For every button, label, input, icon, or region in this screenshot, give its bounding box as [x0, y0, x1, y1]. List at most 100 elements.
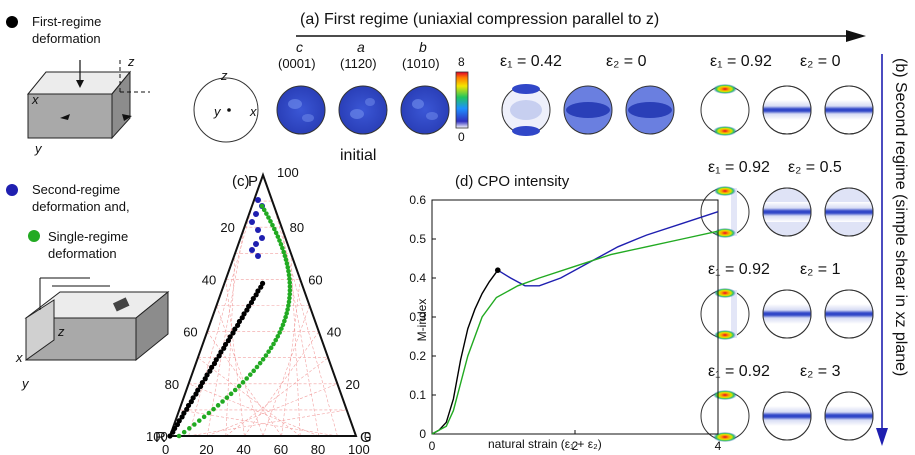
- ternary-point-single: [232, 387, 238, 393]
- ternary-gridline: [244, 331, 320, 437]
- row1-e1: ε₁ = 0.92: [708, 159, 770, 176]
- ternary-point-single: [284, 311, 289, 316]
- ternary-point-single: [244, 376, 250, 381]
- ternary-point-single: [287, 284, 293, 289]
- row3-e1: ε₁ = 0.92: [708, 363, 770, 380]
- ternary-point-single: [283, 314, 288, 320]
- ternary-point-single: [268, 219, 273, 224]
- strain1-e1: ε₁ = 0.42: [500, 53, 562, 70]
- ternary-point-single: [273, 230, 279, 236]
- panel-b: (b) Second regime (simple shear in xz pl…: [700, 54, 909, 446]
- series-line-1: [497, 211, 719, 287]
- chart-marker: [494, 267, 501, 274]
- ternary-point-single: [286, 268, 291, 274]
- ternary-right-tick: 40: [327, 325, 341, 340]
- ternary-point-single: [254, 364, 260, 370]
- ternary-point-first: [232, 326, 238, 332]
- box2-y-label: y: [21, 376, 30, 391]
- first-regime-dot: [6, 16, 18, 28]
- ternary-point-first: [250, 296, 256, 302]
- y-tick-label: 0.1: [409, 388, 426, 402]
- colorbar: 8 0: [455, 55, 469, 144]
- ternary-point-first: [176, 418, 182, 424]
- ternary-point-single: [286, 272, 292, 278]
- initial-pole-figures: [276, 85, 450, 135]
- second-regime-dot: [6, 184, 18, 196]
- ternary-point-second: [249, 219, 255, 225]
- ternary-ticks: 20 40 60 80 100 100 80 60 40 20 0 0 20 40 60 80 100: [146, 165, 371, 455]
- ternary-point-single: [287, 280, 293, 285]
- ternary-point-first: [236, 318, 243, 325]
- ternary-point-first: [204, 372, 210, 378]
- ternary-left-tick: 60: [183, 325, 197, 340]
- ternary-point-single: [271, 341, 276, 347]
- reference-circle: z y x: [193, 68, 259, 143]
- panel-d-chart: (d) CPO intensity 0 0.1 0.2 0.3 0.4 0.5 0.6 0 2 4…: [409, 173, 721, 453]
- column-c-index: (0001): [278, 56, 316, 71]
- row2-e2: ε₂ = 1: [800, 261, 841, 278]
- x-tick-label: 2: [572, 439, 579, 453]
- ternary-point-first: [222, 341, 229, 348]
- ternary-point-second: [255, 227, 261, 233]
- ternary-left-tick: 80: [165, 377, 179, 392]
- ternary-point-single: [261, 207, 267, 213]
- ternary-point-first: [227, 334, 233, 340]
- ternary-gridline: [188, 201, 254, 437]
- ternary-point-single: [247, 372, 253, 377]
- ternary-point-single: [176, 433, 182, 439]
- ternary-point-single: [273, 337, 279, 343]
- ternary-point-single: [211, 406, 216, 412]
- ternary-point-single: [280, 245, 285, 251]
- chart-axes: 0 0.1 0.2 0.3 0.4 0.5 0.6 0 2 4: [409, 193, 721, 453]
- ternary-right-tick: 100: [277, 165, 299, 180]
- ternary-right-tick: 60: [308, 272, 322, 287]
- row1-pole-figures: [700, 186, 874, 238]
- ternary-point-single: [201, 414, 207, 420]
- ternary-point-single: [281, 249, 286, 255]
- y-tick-label: 0.2: [409, 349, 426, 363]
- ref-x-label: x: [249, 104, 257, 119]
- ternary-point-single: [236, 383, 242, 389]
- strain1-pole-figures: [501, 84, 675, 136]
- panel-a-title: (a) First regime (uniaxial compression p…: [300, 11, 659, 28]
- legend-single-regime: Single-regime deformation: [28, 229, 128, 261]
- ternary-point-single: [270, 222, 275, 228]
- ternary-point-single: [206, 410, 212, 416]
- panel-a-arrowhead: [846, 30, 866, 42]
- ternary-point-first: [241, 311, 247, 317]
- ternary-point-single: [228, 391, 234, 397]
- series-line-0: [431, 269, 499, 435]
- ternary-point-second: [259, 235, 265, 241]
- ternary-point-single: [266, 349, 271, 354]
- row2-e1: ε₁ = 0.92: [708, 261, 770, 278]
- ternary-bottom-tick: 40: [236, 442, 250, 455]
- ternary-gridline: [188, 409, 347, 437]
- ternary-point-second: [253, 211, 259, 217]
- panel-b-arrowhead: [876, 428, 888, 446]
- y-tick-label: 0.6: [409, 193, 426, 207]
- y-tick-label: 0.3: [409, 310, 426, 324]
- y-tick-label: 0.4: [409, 271, 426, 285]
- first-regime-label-1: First-regime: [32, 14, 101, 29]
- colorbar-min: 0: [458, 130, 465, 144]
- ternary-point-single: [286, 303, 291, 308]
- ternary-point-single: [277, 238, 282, 243]
- ternary-point-first: [190, 395, 196, 401]
- ternary-gridline: [216, 305, 264, 437]
- ternary-point-single: [285, 307, 290, 312]
- ternary-point-first: [246, 303, 252, 309]
- ternary-gridline: [206, 331, 282, 437]
- ternary-point-single: [259, 203, 265, 209]
- ternary-point-single: [287, 291, 293, 297]
- strain2-e2: ε₂ = 0: [800, 53, 841, 70]
- row3-e2: ε₂ = 3: [800, 363, 841, 380]
- x-tick-label: 4: [715, 439, 722, 453]
- y-tick-label: 0: [419, 427, 426, 441]
- ternary-frame: [168, 172, 358, 437]
- box2-x-label: x: [15, 350, 23, 365]
- colorbar-max: 8: [458, 55, 465, 69]
- box1-y-label: y: [34, 141, 43, 156]
- panel-c-label: (c): [232, 173, 250, 190]
- ternary-point-second: [249, 247, 255, 253]
